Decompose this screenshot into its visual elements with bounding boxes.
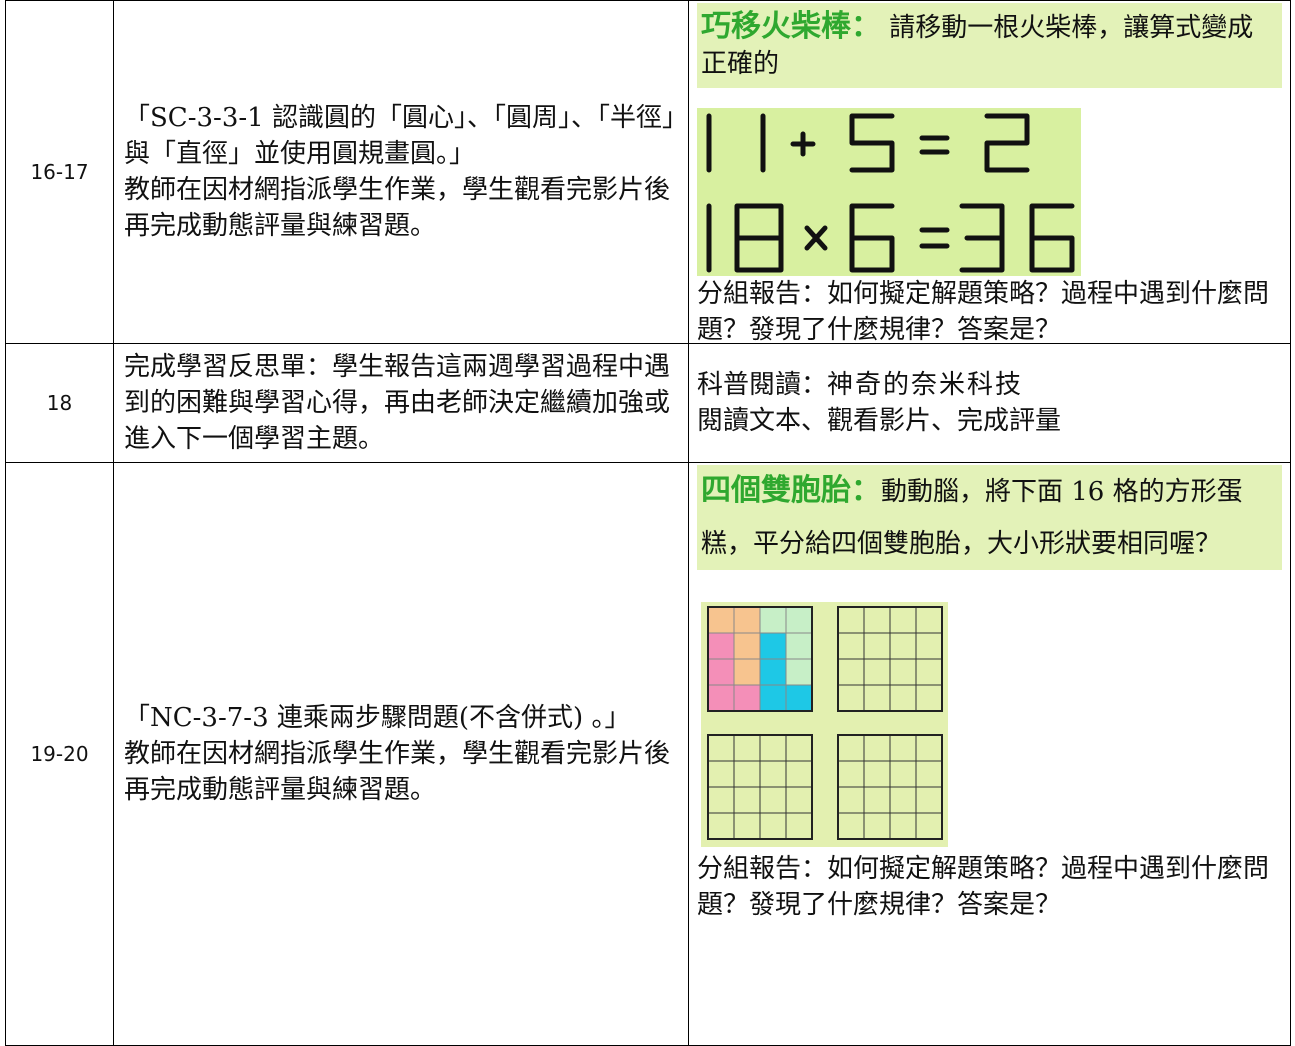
activity-title: 巧移火柴棒： bbox=[701, 9, 881, 44]
activity-cell: 巧移火柴棒： 請移動一根火柴棒，讓算式變成正確的 分組報告：如何擬定解題策略？過… bbox=[688, 0, 1291, 345]
activity-title: 四個雙胞胎： bbox=[701, 473, 881, 508]
activity-cell: 四個雙胞胎：動動腦，將下面 16 格的方形蛋糕，平分給四個雙胞胎，大小形狀要相同… bbox=[688, 462, 1291, 1046]
content-cell: 「NC-3-7-3 連乘兩步驟問題(不含併式) 。」 教師在因材網指派學生作業，… bbox=[113, 462, 689, 1046]
period: 18 bbox=[46, 391, 73, 415]
content-text: 完成學習反思單：學生報告這兩週學習過程中遇到的困難與學習心得，再由老師決定繼續加… bbox=[124, 352, 671, 454]
period: 16-17 bbox=[30, 160, 89, 184]
content-text: 教師在因材網指派學生作業，學生觀看完影片後再完成動態評量與練習題。 bbox=[124, 175, 671, 241]
activity-cell: 科普閱讀：神奇的奈米科技 閱讀文本、觀看影片、完成評量 bbox=[688, 343, 1291, 463]
content-cell: 「SC-3-3-1 認識圓的「圓心」、「圓周」、「半徑」與「直徑」並使用圓規畫圓… bbox=[113, 0, 689, 344]
cake-grid bbox=[701, 602, 948, 847]
activity-report: 分組報告：如何擬定解題策略？過程中遇到什麼問題？發現了什麼規律？答案是？ bbox=[697, 854, 1270, 920]
period-cell: 18 bbox=[5, 343, 114, 463]
period-cell: 19-20 bbox=[5, 462, 114, 1046]
activity-report: 分組報告：如何擬定解題策略？過程中遇到什麼問題？發現了什麼規律？答案是？ bbox=[697, 279, 1270, 345]
period: 19-20 bbox=[30, 742, 89, 766]
content-text: 教師在因材網指派學生作業，學生觀看完影片後再完成動態評量與練習題。 bbox=[124, 739, 671, 805]
content-text: 「SC-3-3-1 認識圓的「圓心」、「圓周」、「半徑」與「直徑」並使用圓規畫圓… bbox=[124, 103, 675, 169]
content-text: 「NC-3-7-3 連乘兩步驟問題(不含併式) 。」 bbox=[124, 703, 631, 733]
content-cell: 完成學習反思單：學生報告這兩週學習過程中遇到的困難與學習心得，再由老師決定繼續加… bbox=[113, 343, 689, 463]
matchstick-puzzle bbox=[697, 108, 1081, 276]
activity-heading: 巧移火柴棒： 請移動一根火柴棒，讓算式變成正確的 bbox=[697, 3, 1282, 88]
activity-tasks: 閱讀文本、觀看影片、完成評量 bbox=[697, 406, 1062, 436]
activity-title: 科普閱讀： bbox=[697, 370, 828, 400]
activity-heading: 四個雙胞胎：動動腦，將下面 16 格的方形蛋糕，平分給四個雙胞胎，大小形狀要相同… bbox=[697, 465, 1282, 570]
activity-heading: 科普閱讀：神奇的奈米科技 bbox=[697, 367, 1282, 403]
activity-topic: 神奇的奈米科技 bbox=[827, 370, 1024, 400]
activity-intro: 請移動一根火柴棒，讓算式變成正確的 bbox=[701, 13, 1254, 79]
period-cell: 16-17 bbox=[5, 0, 114, 344]
activity-intro: 動動腦，將下面 16 格的方形蛋糕，平分給四個雙胞胎，大小形狀要相同喔？ bbox=[701, 477, 1243, 559]
